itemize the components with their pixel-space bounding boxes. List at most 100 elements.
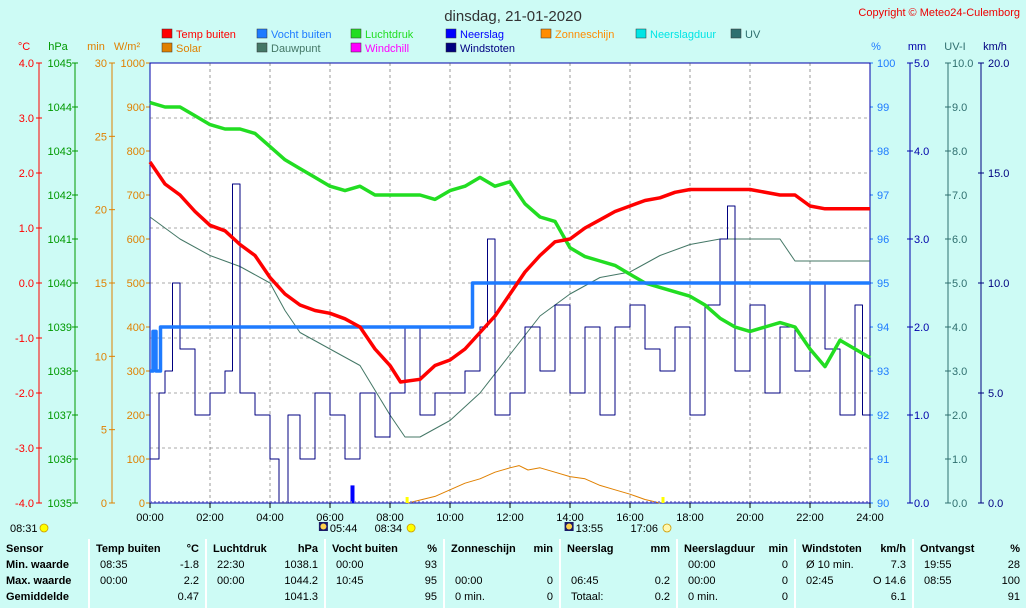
- right-axes: % 100 99 98 97 96 95 94 93 92 91 90 mm 5.0 4.0 3.0 2.0 1.…: [867, 41, 1009, 510]
- temp-axis-unit: °C: [18, 41, 30, 53]
- uv-tick-label: 6.0: [952, 234, 967, 246]
- pressure-tick-label: 1035: [48, 498, 72, 510]
- stats-row-label: 00:00: [455, 575, 483, 587]
- stats-row-label: 22:30: [217, 559, 245, 571]
- stats-column-rain: Neerslag mm 06:45 0.2 Totaal: 0.2: [559, 539, 678, 608]
- time-tick-label: 14:00: [556, 512, 584, 524]
- humidity-tick-label: 96: [877, 234, 889, 246]
- uv-tick-label: 4.0: [952, 322, 967, 334]
- series-line-luchtdruk: [149, 100, 871, 369]
- wind-tick-label: 15.0: [988, 168, 1009, 180]
- solar-tick-label: 700: [127, 190, 145, 202]
- uv-tick-label: 3.0: [952, 366, 967, 378]
- temp-tick-label: -3.0: [15, 443, 34, 455]
- stats-unit: min: [768, 543, 788, 555]
- stats-value: 95: [424, 591, 437, 603]
- wind-tick-label: 0.0: [988, 498, 1003, 510]
- stats-value: 1044.2: [284, 575, 318, 587]
- stats-value: 6.1: [890, 591, 906, 603]
- stats-value: -1.8: [180, 559, 199, 571]
- minutes-tick-label: 0: [101, 498, 107, 510]
- solar-tick-label: 500: [127, 278, 145, 290]
- rain-axis-unit: mm: [908, 41, 926, 53]
- stats-column-temp: Temp buiten °C 08:35 -1.8 00:00 2.2 0.47: [88, 539, 207, 608]
- stats-row-label: Ø 10 min.: [806, 559, 854, 571]
- stats-value: 1041.3: [284, 591, 318, 603]
- left-axes: °C 4.0 3.0 2.0 1.0 0.0 -1.0 -2.0 -3.0 -4.0 hPa 1045…: [15, 41, 152, 510]
- uv-tick-label: 8.0: [952, 146, 967, 158]
- legend-swatch: [445, 28, 457, 39]
- solar-tick-label: 400: [127, 322, 145, 334]
- legend-label: Windstoten: [460, 43, 515, 55]
- time-tick-label: 20:00: [736, 512, 764, 524]
- stats-value: 93: [424, 559, 437, 571]
- chart-title: dinsdag, 21-01-2020: [444, 8, 582, 25]
- minutes-tick-label: 30: [95, 58, 107, 70]
- stats-row-label: 08:35: [100, 559, 128, 571]
- time-tick-label: 08:00: [376, 512, 404, 524]
- temp-tick-label: 0.0: [19, 278, 34, 290]
- solar-tick-label: 600: [127, 234, 145, 246]
- stats-value: 0: [546, 575, 553, 587]
- wind-tick-label: 5.0: [988, 388, 1003, 400]
- stats-row-label: 00:00: [100, 575, 128, 587]
- stats-value: 0: [781, 575, 788, 587]
- copyright-text: Copyright © Meteo24-Culemborg: [858, 7, 1020, 19]
- event-time-label: 13:55: [576, 523, 604, 535]
- stats-column-radiation: Ontvangst% 19:55 28 08:55 100 91: [912, 539, 1026, 608]
- humidity-tick-label: 99: [877, 102, 889, 114]
- uv-tick-label: 9.0: [952, 102, 967, 114]
- stats-header: Windstoten: [802, 543, 862, 555]
- solar-tick-label: 1000: [121, 58, 145, 70]
- stats-column-sensor: Sensor Min. waarde Max. waarde Gemiddelde: [0, 539, 88, 608]
- series-line-windstoten: [150, 183, 871, 504]
- rain-bar: [350, 485, 355, 503]
- stats-unit: %: [427, 543, 437, 555]
- stats-row-label: 06:45: [571, 575, 599, 587]
- stats-column-gust: Windstoten km/h Ø 10 min. 7.3 02:45 O 14.6 6.1: [794, 539, 914, 608]
- pressure-tick-label: 1039: [48, 322, 72, 334]
- humidity-tick-label: 91: [877, 454, 889, 466]
- legend-swatch: [445, 42, 457, 53]
- stats-row-label: Max. waarde: [6, 575, 72, 587]
- time-tick-label: 00:00: [136, 512, 164, 524]
- time-tick-label: 02:00: [196, 512, 224, 524]
- stats-value: 0.2: [654, 575, 670, 587]
- stats-header: Ontvangst: [920, 543, 975, 555]
- time-tick-label: 24:00: [856, 512, 884, 524]
- pressure-axis-unit: hPa: [48, 41, 68, 53]
- stats-row-label: 08:55: [924, 575, 952, 587]
- stats-unit: %: [1010, 543, 1020, 555]
- solar-tick-label: 900: [127, 102, 145, 114]
- uv-tick-label: 10.0: [952, 58, 973, 70]
- moonset-moon-glyph: [566, 523, 573, 530]
- solar-axis-unit: W/m²: [114, 41, 141, 53]
- stats-value: 0: [781, 559, 788, 571]
- legend-swatch: [350, 28, 362, 39]
- stats-row-label: Gemiddelde: [6, 591, 69, 603]
- humidity-tick-label: 94: [877, 322, 889, 334]
- legend-label: UV: [745, 29, 761, 41]
- stats-row-label: 00:00: [336, 559, 364, 571]
- stats-value: 100: [1001, 575, 1020, 587]
- event-time-label: 17:06: [630, 523, 658, 535]
- rain-tick-label: 5.0: [914, 58, 929, 70]
- uv-axis-unit: UV-I: [944, 41, 965, 53]
- minutes-tick-label: 20: [95, 205, 107, 217]
- minutes-tick-label: 5: [101, 425, 107, 437]
- series-line-solar: [407, 465, 661, 504]
- stats-value: 0.47: [177, 591, 199, 603]
- legend-label: Temp buiten: [176, 29, 236, 41]
- legend-label: Zonneschijn: [555, 29, 614, 41]
- temp-tick-label: -2.0: [15, 388, 34, 400]
- stats-column-rainduration: Neerslagduur min 00:00 0 00:00 0 0 min. 0: [676, 539, 796, 608]
- humidity-tick-label: 92: [877, 410, 889, 422]
- humidity-tick-label: 95: [877, 278, 889, 290]
- humidity-tick-label: 100: [877, 58, 895, 70]
- sunrise-icon: [406, 523, 416, 533]
- stats-unit: min: [533, 543, 553, 555]
- rain-tick-label: 3.0: [914, 234, 929, 246]
- stats-unit: mm: [650, 543, 670, 555]
- legend-label: Vocht buiten: [271, 29, 332, 41]
- time-axis: 00:00 02:00 04:00 06:00 08:00 10:00 12:00 14:00…: [136, 503, 884, 524]
